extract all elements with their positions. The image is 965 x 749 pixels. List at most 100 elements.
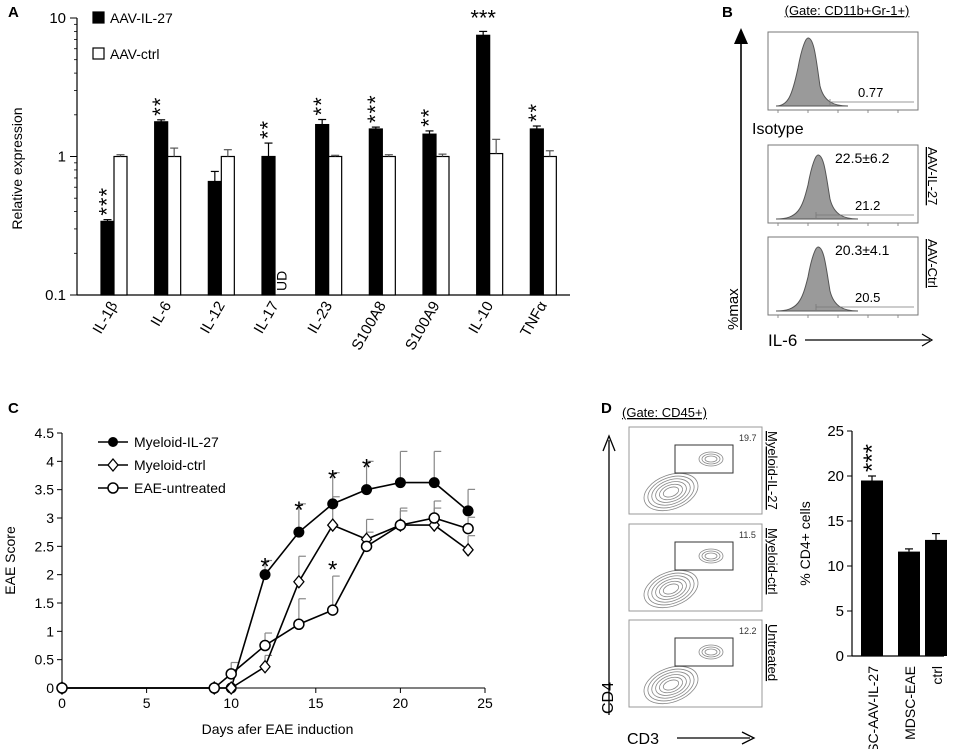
category-label-il-17: IL-17 bbox=[251, 299, 283, 337]
flow-contour bbox=[701, 453, 721, 465]
flow-contour bbox=[651, 575, 691, 603]
category-label-il-6: IL-6 bbox=[147, 299, 175, 330]
bar-mdsc-eae bbox=[898, 551, 920, 656]
bar-y-tick-label: 5 bbox=[836, 603, 844, 620]
flow-contour bbox=[701, 646, 721, 658]
flow-gate-value: 12.2 bbox=[739, 626, 757, 636]
x-tick-label: 10 bbox=[223, 695, 239, 711]
flow-plot-label-untreated: Untreated bbox=[765, 624, 780, 681]
significance-stars: *** bbox=[363, 94, 388, 123]
y-tick-label: 0 bbox=[46, 680, 54, 696]
bar-ctrl bbox=[925, 539, 947, 656]
bar-aav-ctrl bbox=[167, 155, 182, 296]
bar-category-label-mdsc-eae: MDSC-EAE bbox=[902, 666, 918, 740]
flow-plot-label-myeloid-il-27: Myeloid-IL-27 bbox=[765, 431, 780, 510]
point-eae-untreated bbox=[394, 519, 407, 531]
y-tick-label: 1 bbox=[46, 623, 54, 639]
flow-contour bbox=[655, 481, 687, 503]
point-myeloid-il-27 bbox=[361, 484, 373, 496]
panel-c-line-chart: 0 0.5 1 1.5 2 2.5 3 3.5 4 4.5 0 5 10 15 20 25 Days afer … bbox=[2, 425, 493, 737]
significance-stars: ** bbox=[309, 96, 334, 115]
bar-aav-ctrl bbox=[328, 155, 343, 296]
point-eae-untreated bbox=[428, 512, 440, 524]
flow-gate bbox=[674, 541, 734, 571]
significance-stars: *** bbox=[470, 5, 496, 30]
bar-aav-il-27 bbox=[422, 133, 437, 296]
point-myeloid-ctrl bbox=[462, 542, 474, 557]
point-myeloid-ctrl bbox=[326, 518, 339, 533]
significance-star: * bbox=[328, 466, 337, 493]
y-tick-label: 2 bbox=[46, 567, 54, 583]
significance-stars: ** bbox=[256, 120, 281, 139]
histogram-isotype: 0.77 Isotype bbox=[752, 31, 919, 138]
bar-aav-il-27 bbox=[529, 128, 544, 296]
category-label-s100a8: S100A8 bbox=[348, 299, 389, 354]
legend-label-aav-ctrl: AAV-ctrl bbox=[110, 46, 160, 62]
histogram-peak bbox=[775, 37, 849, 107]
legend-swatch-aav-ctrl bbox=[92, 47, 105, 60]
bar-aav-ctrl bbox=[542, 155, 557, 296]
bar-mdsc-aav-il-27 bbox=[861, 480, 883, 656]
flow-contour bbox=[647, 572, 695, 606]
panel-label-a: A bbox=[8, 4, 19, 21]
bar-aav-ctrl bbox=[435, 155, 450, 296]
flow-contour bbox=[662, 583, 680, 595]
mean-sd: 22.5±6.2 bbox=[835, 150, 890, 166]
bar-aav-il-27 bbox=[315, 123, 330, 296]
y-tick-label: 1 bbox=[58, 149, 66, 166]
flow-plot-myeloid-il-27: 19.7 Myeloid-IL-27 bbox=[628, 426, 780, 515]
flow-gate bbox=[674, 637, 734, 667]
category-label-s100a9: S100A9 bbox=[402, 299, 443, 354]
series-line-eae-untreated bbox=[62, 517, 469, 689]
y-arrow-head bbox=[734, 28, 748, 44]
point-eae-untreated bbox=[56, 682, 68, 694]
point-eae-untreated bbox=[326, 604, 339, 616]
flow-contour bbox=[704, 648, 718, 656]
x-axis-label: IL-6 bbox=[768, 331, 797, 350]
flow-gate bbox=[674, 444, 734, 474]
flow-contour bbox=[655, 674, 687, 696]
bar-aav-il-27 bbox=[368, 128, 383, 296]
flow-contour bbox=[647, 475, 695, 509]
x-tick-label: 5 bbox=[143, 695, 151, 711]
legend-label-myeloid-ctrl: Myeloid-ctrl bbox=[134, 457, 206, 473]
flow-plot-myeloid-ctrl: 11.5 Myeloid-ctrl bbox=[628, 523, 780, 612]
histogram-aav-il-27: 21.2 22.5±6.2 AAV-IL-27 bbox=[767, 144, 940, 226]
flow-plot-label-myeloid-ctrl: Myeloid-ctrl bbox=[765, 528, 780, 595]
significance-stars: ** bbox=[148, 97, 173, 116]
legend-marker-myeloid-ctrl bbox=[107, 457, 119, 473]
legend-marker-eae-untreated bbox=[107, 482, 119, 494]
y-axis-label: EAE Score bbox=[2, 526, 18, 595]
flow-contour bbox=[704, 552, 718, 560]
significance-stars: *** bbox=[859, 444, 886, 472]
point-myeloid-ctrl bbox=[293, 574, 305, 589]
legend-label-aav-il-27: AAV-IL-27 bbox=[110, 10, 173, 26]
gate-label: (Gate: CD45+) bbox=[622, 405, 707, 420]
flow-contour bbox=[662, 486, 680, 498]
bar-aav-il-27 bbox=[207, 180, 222, 296]
panel-a-bar-chart: 0.1 1 10 Relative expression *** IL-1β ** IL-6 I… bbox=[9, 5, 570, 353]
category-label-tnf: TNFα bbox=[517, 298, 551, 340]
flow-contour bbox=[659, 580, 683, 598]
flow-contour bbox=[647, 668, 695, 702]
point-myeloid-ctrl bbox=[259, 659, 271, 674]
flow-contour bbox=[659, 483, 683, 501]
legend-marker-myeloid-il-27 bbox=[108, 437, 118, 447]
histogram-frame bbox=[767, 236, 919, 316]
bar-y-tick-label: 10 bbox=[827, 558, 844, 575]
point-myeloid-il-27 bbox=[462, 505, 474, 517]
gate-value: 0.77 bbox=[858, 85, 883, 100]
point-eae-untreated bbox=[259, 639, 271, 652]
y-tick-label: 0.1 bbox=[45, 287, 66, 304]
flow-plot-frame bbox=[628, 619, 763, 708]
panel-label-d: D bbox=[601, 400, 612, 417]
legend-label-eae-untreated: EAE-untreated bbox=[134, 480, 226, 496]
flow-contour bbox=[698, 548, 724, 564]
category-label-il-12: IL-12 bbox=[197, 299, 229, 337]
point-eae-untreated bbox=[208, 682, 221, 694]
gate-value: 21.2 bbox=[855, 198, 880, 213]
flow-plot-frame bbox=[628, 426, 763, 515]
flow-contour bbox=[643, 569, 699, 609]
bar-aav-ctrl bbox=[220, 155, 235, 296]
